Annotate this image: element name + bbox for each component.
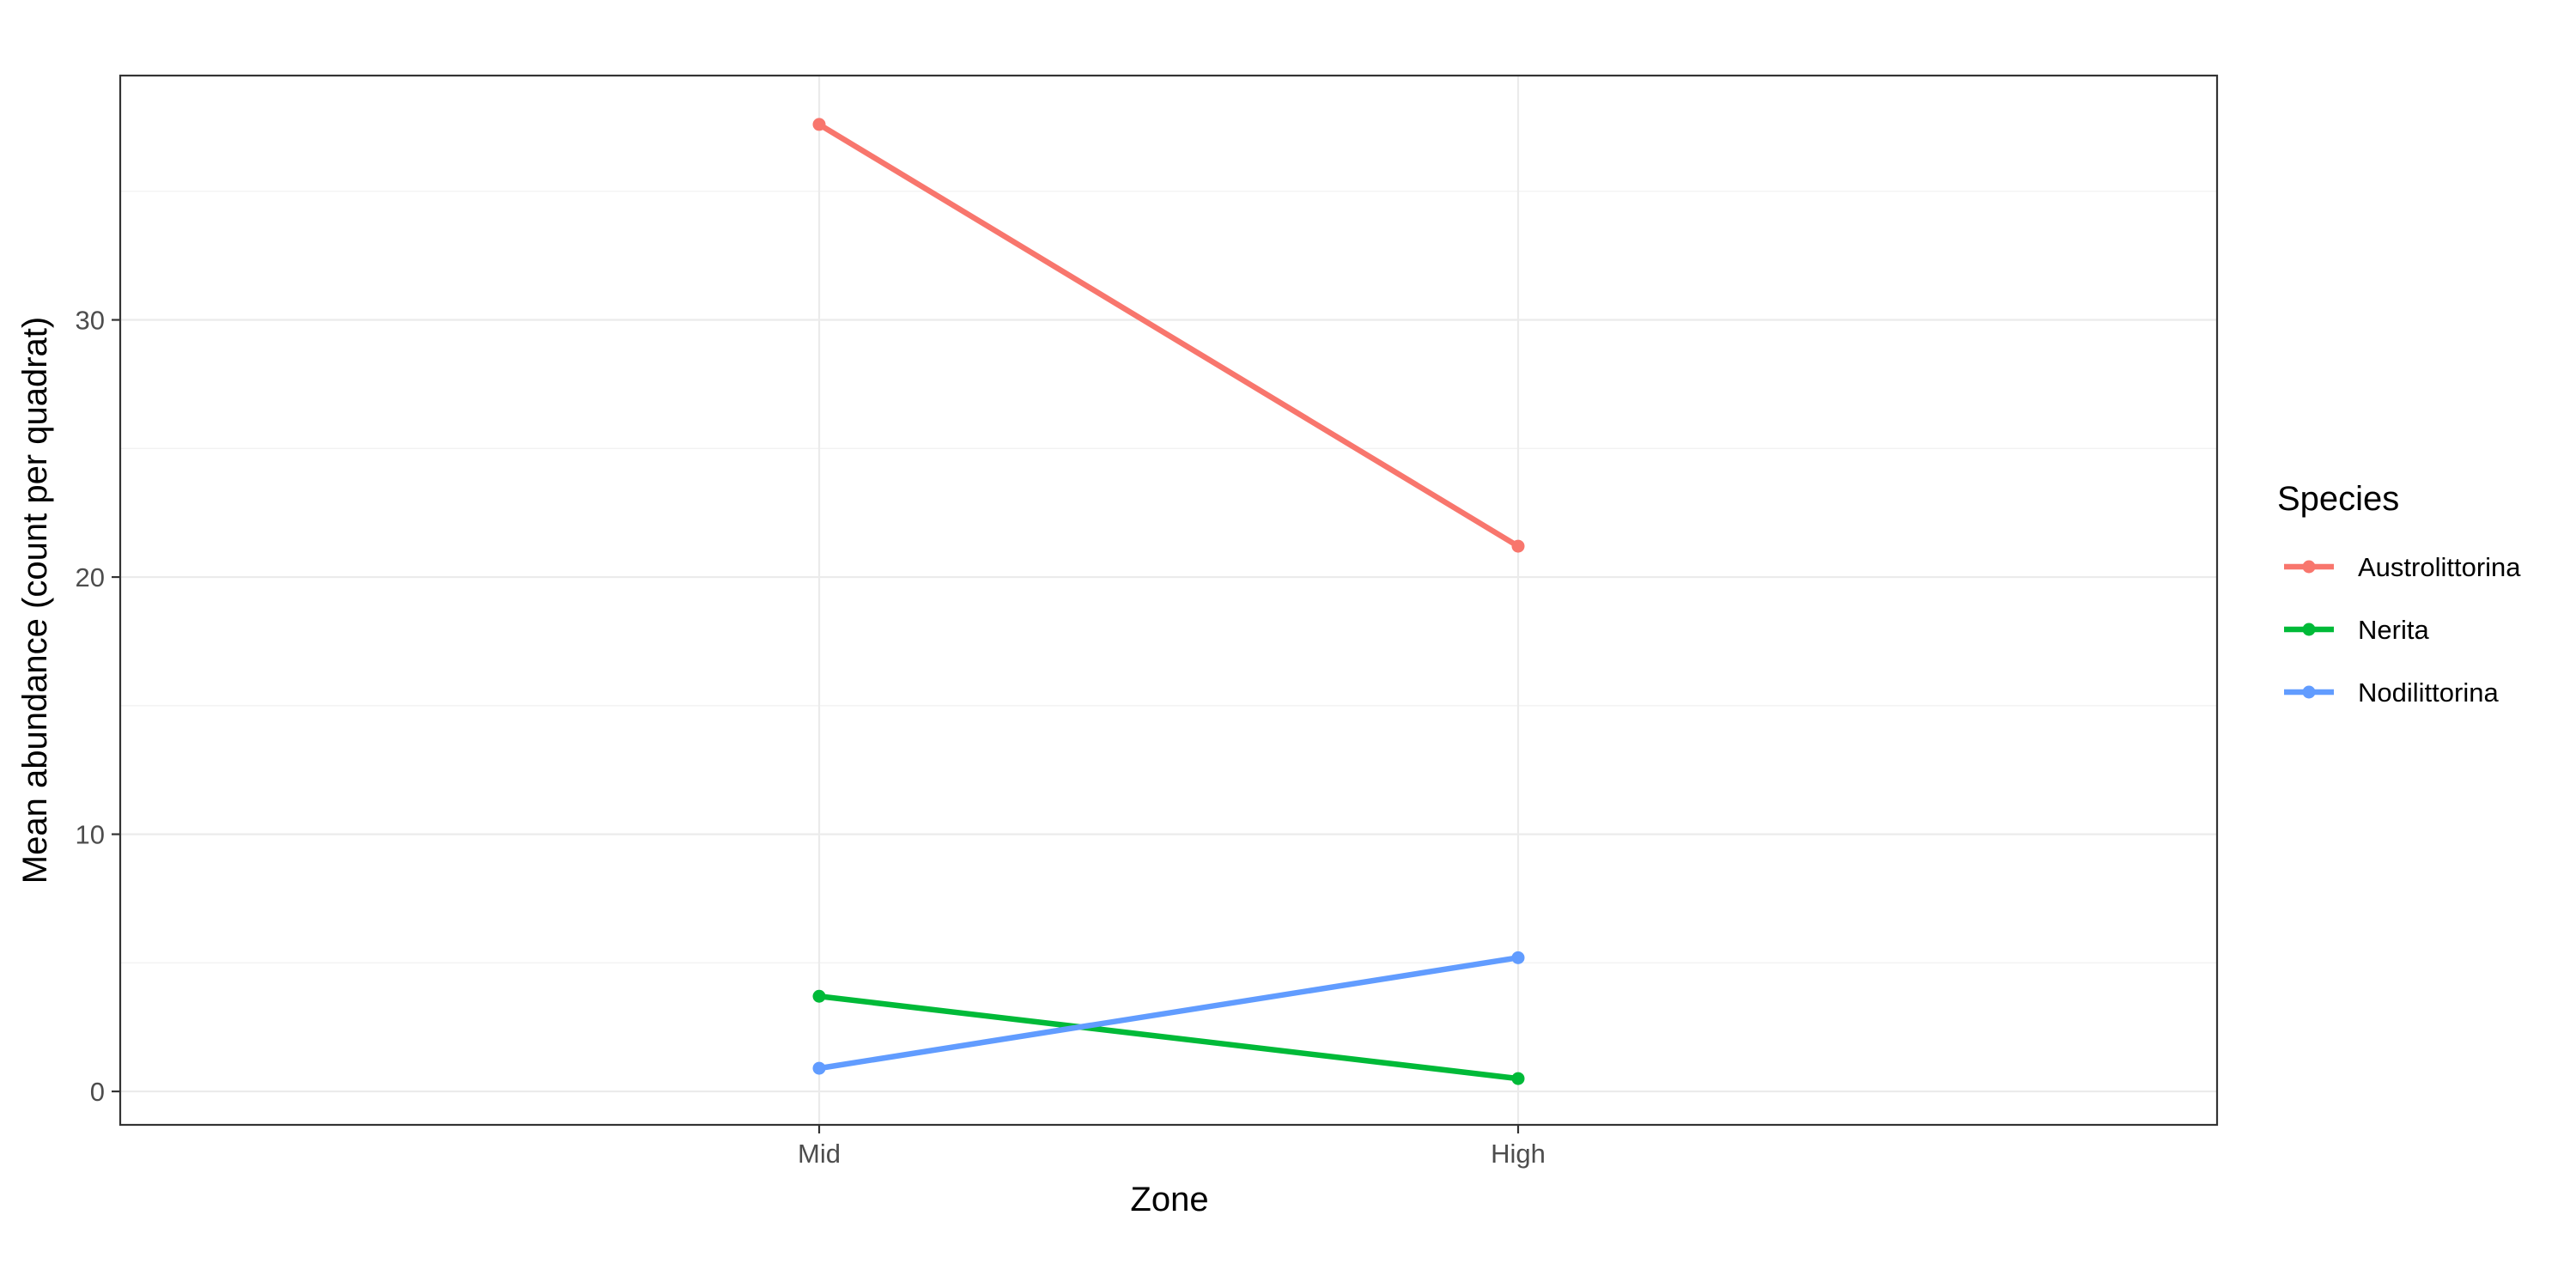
legend-key-point — [2302, 685, 2316, 699]
series-line-nodilittorina — [818, 955, 1519, 1072]
data-point-austrolittorina — [1511, 539, 1525, 553]
series-layer — [812, 118, 1525, 1085]
y-tick-label: 0 — [90, 1077, 105, 1107]
series-line-nerita — [818, 993, 1519, 1082]
y-axis: 0 10 20 30 — [76, 306, 120, 1107]
x-tick-label: High — [1491, 1139, 1546, 1169]
series-line-austrolittorina — [817, 122, 1520, 549]
data-point-austrolittorina — [812, 118, 826, 131]
minor-gridlines — [120, 191, 2217, 963]
legend-key-point — [2302, 560, 2316, 574]
x-axis-title: Zone — [1130, 1181, 1208, 1218]
major-gridlines — [120, 76, 2217, 1125]
legend: Species Austrolittorina Nerita Nodilittori… — [2277, 480, 2521, 708]
legend-key-point — [2302, 623, 2316, 636]
y-tick-label: 20 — [76, 562, 105, 592]
data-point-nerita — [1511, 1072, 1525, 1085]
data-point-nodilittorina — [812, 1061, 826, 1075]
data-point-nerita — [812, 989, 826, 1003]
y-tick-label: 10 — [76, 820, 105, 850]
y-tick-label: 30 — [76, 306, 105, 336]
legend-label: Austrolittorina — [2358, 552, 2521, 582]
y-axis-title: Mean abundance (count per quadrat) — [16, 317, 54, 884]
legend-items: Austrolittorina Nerita Nodilittorina — [2284, 552, 2521, 708]
legend-title: Species — [2277, 480, 2399, 518]
legend-label: Nerita — [2358, 615, 2429, 645]
x-axis: Mid High — [798, 1125, 1546, 1169]
x-tick-label: Mid — [798, 1139, 841, 1169]
plot-panel-border — [118, 74, 2219, 1127]
legend-label: Nodilittorina — [2358, 677, 2499, 708]
data-point-nodilittorina — [1511, 951, 1525, 964]
